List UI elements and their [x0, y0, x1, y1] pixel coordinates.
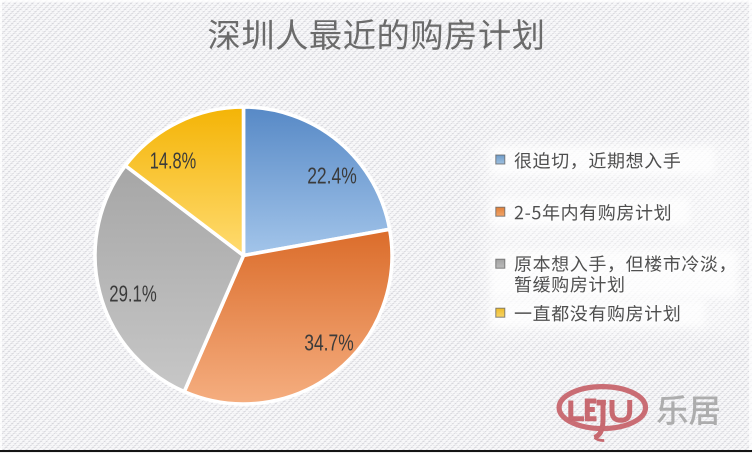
svg-text:22.4%: 22.4% [307, 162, 357, 188]
svg-text:29.1%: 29.1% [109, 280, 157, 306]
svg-text:14.8%: 14.8% [150, 147, 197, 173]
svg-text:34.7%: 34.7% [304, 329, 354, 355]
